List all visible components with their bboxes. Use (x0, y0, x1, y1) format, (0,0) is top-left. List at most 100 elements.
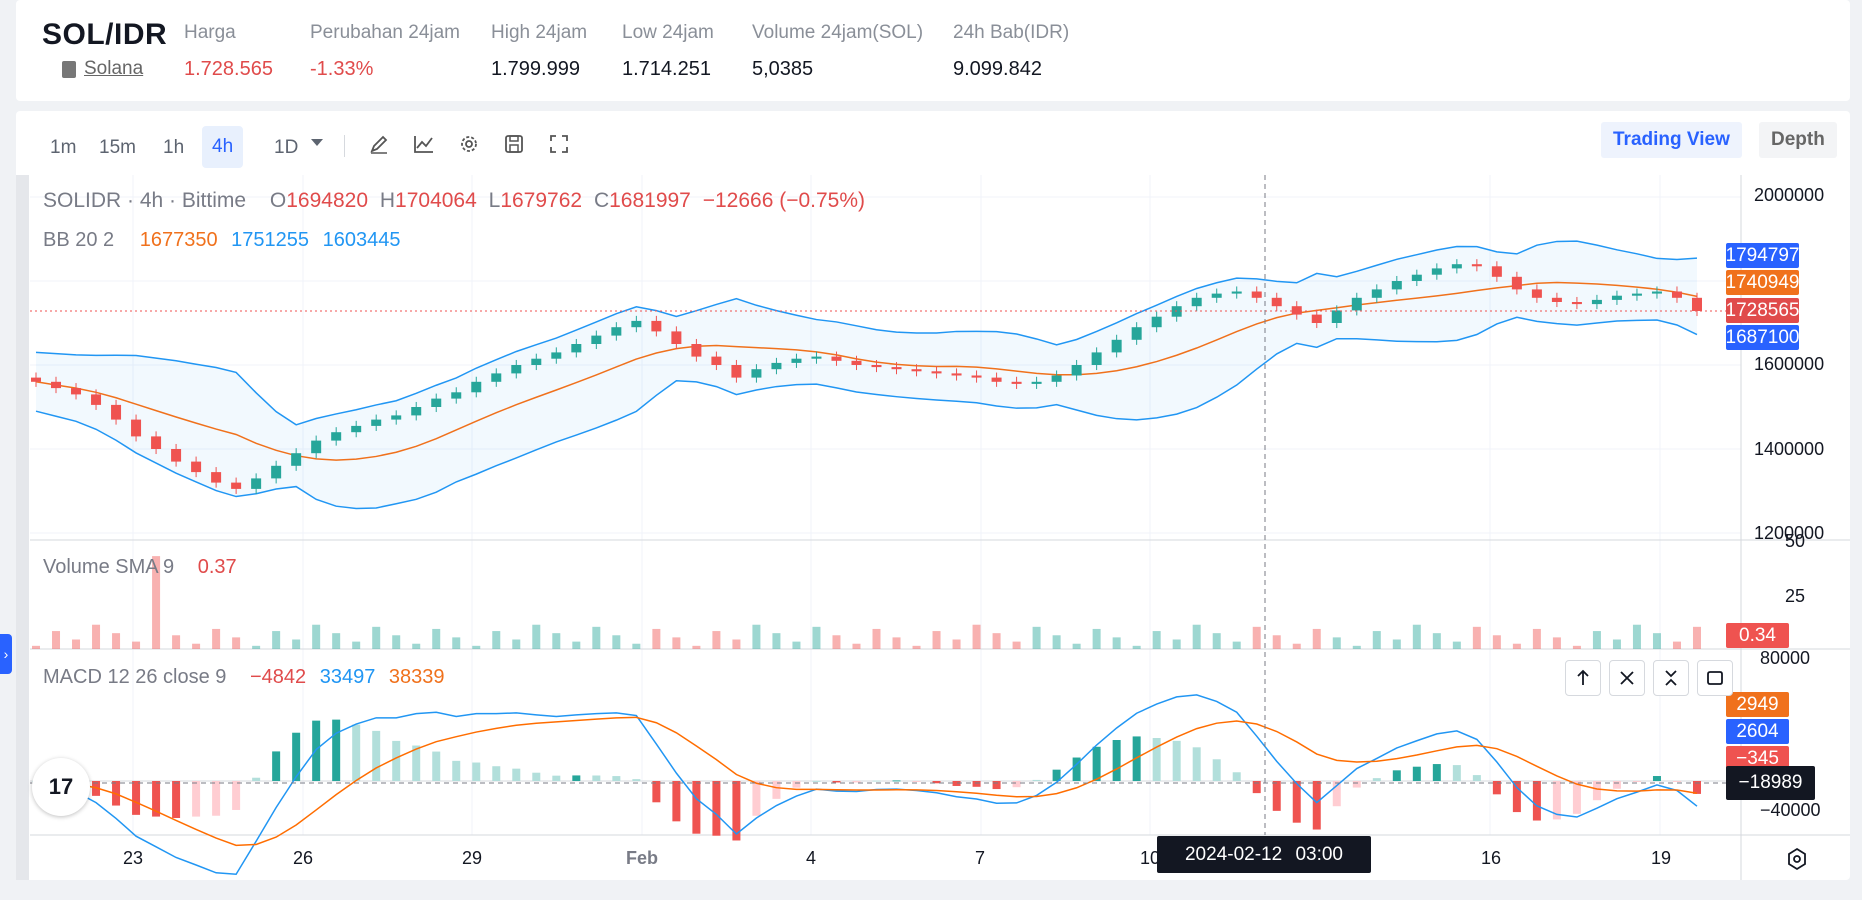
depth-button[interactable]: Depth (1759, 122, 1837, 158)
chart-canvas[interactable] (16, 175, 1850, 880)
move-up-icon[interactable] (1565, 660, 1601, 696)
macd-hist-bar (1632, 781, 1641, 782)
ohlc-c-label: C (593, 189, 610, 212)
macd-hist-bar (1492, 781, 1501, 795)
timeframe-15m[interactable]: 15m (99, 137, 136, 158)
macd-hist-bar (1092, 746, 1101, 781)
candle-body (871, 365, 882, 368)
candle-body (1071, 365, 1082, 376)
candle-body (1271, 297, 1282, 307)
volume-tick: 25 (1785, 586, 1806, 606)
chevron-down-icon[interactable] (310, 138, 324, 148)
volume-bar (1212, 633, 1221, 649)
candle-body (391, 415, 402, 420)
chart-toolbar: 1m 15m 1h 4h 1D Trading View Depth (16, 111, 1850, 175)
candle-body (451, 392, 462, 399)
volume-bar (892, 637, 901, 649)
candle-body (551, 352, 562, 359)
macd-hist: −4842 (249, 666, 307, 688)
macd-hist-bar (1332, 781, 1341, 807)
candle-body (1491, 266, 1502, 277)
volume-bar (712, 631, 721, 649)
volume-bar (492, 631, 501, 649)
timeframe-1h[interactable]: 1h (163, 137, 185, 158)
coin-link[interactable]: Solana (62, 58, 143, 80)
stat-low: Low 24jam 1.714.251 (622, 22, 714, 81)
candle-body (251, 478, 262, 489)
candle-body (291, 453, 302, 466)
volume-bar (592, 626, 601, 649)
pencil-icon[interactable] (366, 131, 392, 157)
volume-bar (1012, 641, 1021, 649)
volume-bar (1272, 635, 1281, 649)
volume-bar (752, 624, 761, 649)
macd-hist-bar (1252, 781, 1261, 794)
volume-bar (1592, 631, 1601, 649)
close-icon[interactable] (1609, 660, 1645, 696)
macd-hist-bar (292, 732, 301, 781)
candle-body (1111, 339, 1122, 353)
candle-body (271, 465, 282, 479)
time-tick: 16 (1481, 848, 1502, 868)
candle-body (1591, 299, 1602, 305)
macd-tick: −40000 (1760, 800, 1821, 820)
last-price-label: 1728565 (1726, 298, 1799, 323)
ticker-header: SOL/IDR Solana Harga 1.728.565 Perubahan… (16, 0, 1850, 101)
price-tick: 1600000 (1754, 354, 1825, 374)
timeframe-4h[interactable]: 4h (202, 126, 244, 168)
volume-bar (652, 628, 661, 649)
trading-view-button[interactable]: Trading View (1601, 122, 1742, 158)
tradingview-logo[interactable]: 17 (32, 758, 90, 816)
expand-sidebar-button[interactable]: › (0, 634, 12, 674)
bb-upper: 1751255 (231, 229, 310, 251)
volume-bar (972, 624, 981, 649)
settings-icon[interactable] (1783, 845, 1811, 873)
macd-hist-bar (1432, 764, 1441, 781)
candle-body (911, 369, 922, 372)
volume-bar (552, 633, 561, 649)
volume-bar (1232, 641, 1241, 649)
macd-hist-bar (1612, 781, 1621, 789)
macd-hist-bar (1692, 781, 1701, 794)
macd-signal-line (35, 716, 1698, 847)
macd-hist-bar (232, 781, 241, 810)
macd-hist-bar (932, 781, 941, 784)
volume-bar (1512, 643, 1521, 649)
macd-hist-bar (392, 740, 401, 781)
candle-body (971, 375, 982, 378)
candle-body (531, 358, 542, 365)
candle-body (811, 356, 822, 359)
ohlc-change: −12666 (−0.75%) (702, 189, 866, 212)
save-icon[interactable] (501, 131, 527, 157)
macd-hist-bar (712, 781, 721, 836)
gear-icon[interactable] (456, 131, 482, 157)
ohlc-open: 1694820 (286, 189, 369, 212)
volume-bar (32, 645, 40, 649)
collapse-icon[interactable] (1653, 660, 1689, 696)
maximize-icon[interactable] (1697, 660, 1733, 696)
candle-body (1011, 381, 1022, 384)
toolbar-divider (344, 135, 345, 157)
stat-value: 9.099.842 (953, 58, 1042, 80)
candle-body (31, 377, 41, 382)
macd-hist-bar (1532, 781, 1541, 821)
macd-hist-bar (852, 781, 861, 783)
macd-hist-bar (1312, 781, 1321, 830)
macd-hist-bar (212, 781, 221, 816)
indicator-icon[interactable] (411, 131, 437, 157)
candle-body (1571, 302, 1582, 305)
macd-hist-bar (332, 719, 341, 781)
fullscreen-icon[interactable] (546, 131, 572, 157)
volume-bar (732, 639, 741, 649)
macd-hist-bar (972, 781, 981, 787)
timeframe-1d[interactable]: 1D (274, 137, 299, 158)
timeframe-1m[interactable]: 1m (50, 137, 77, 158)
candle-body (1231, 291, 1242, 294)
candle-body (751, 369, 762, 378)
volume-bar (1152, 631, 1161, 649)
bb-label: BB 20 2 (43, 229, 115, 251)
price-tick: 1400000 (1754, 439, 1825, 459)
macd-hist-bar (992, 781, 1001, 790)
volume-bar (472, 645, 481, 649)
volume-bar (1352, 645, 1361, 649)
